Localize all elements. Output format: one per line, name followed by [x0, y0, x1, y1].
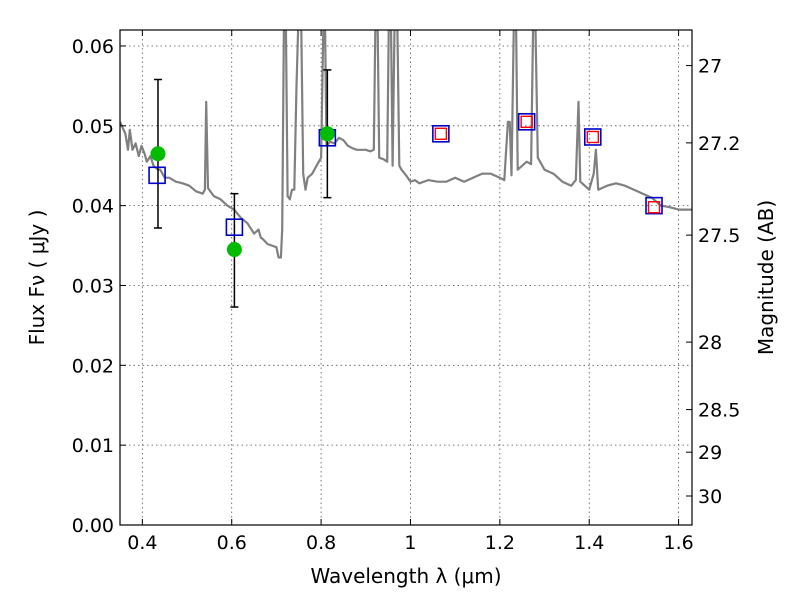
- model-square-4: [517, 113, 536, 131]
- spectrum-series: [120, 30, 692, 259]
- upper-limit-square-3: [647, 201, 661, 214]
- ticks: 0.4 0.6 0.8 1 1.2 1.4 1.6 0.00 0.01 0.02 0.03 0.04 0…: [72, 30, 740, 554]
- y-tick-label-0: 0.00: [72, 515, 114, 537]
- observed-point-1: [226, 242, 242, 258]
- plot-frame: [119, 29, 693, 526]
- y2-tick-label-2: 27.5: [698, 225, 740, 247]
- y2-tick-label-5: 29: [698, 442, 722, 464]
- y-tick-label-4: 0.04: [72, 196, 114, 218]
- x-tick-label-4: 1.2: [485, 532, 515, 554]
- markers: [148, 113, 663, 258]
- model-square-1: [225, 218, 244, 237]
- y2-tick-label-0: 27: [698, 56, 722, 78]
- spectrum-line: [120, 30, 692, 259]
- upper-limit-square-2: [586, 130, 599, 144]
- observed-point-0: [150, 146, 166, 162]
- x-axis-title: Wavelength λ (μm): [310, 564, 501, 588]
- y-tick-label-2: 0.02: [72, 355, 114, 377]
- grid-lines: [120, 30, 692, 526]
- y-tick-label-1: 0.01: [72, 435, 114, 457]
- x-tick-label-6: 1.6: [663, 532, 693, 554]
- y2-axis-title: Magnitude (AB): [754, 200, 778, 355]
- x-tick-label-0: 0.4: [127, 532, 157, 554]
- y2-tick-label-1: 27.2: [698, 133, 740, 155]
- model-square-0: [148, 166, 166, 185]
- y-axis-title: Flux Fν ( μJy ): [25, 210, 49, 346]
- y2-tick-label-6: 30: [698, 486, 722, 508]
- x-tick-label-3: 1: [404, 532, 416, 554]
- observed-point-2: [319, 126, 335, 142]
- upper-limit-square-0: [434, 127, 448, 140]
- y-tick-label-5: 0.05: [72, 116, 114, 138]
- x-tick-label-1: 0.6: [217, 532, 247, 554]
- model-square-6: [645, 196, 663, 215]
- y-tick-label-3: 0.03: [72, 275, 114, 297]
- upper-limit-square-1: [520, 115, 533, 129]
- y-tick-label-6: 0.06: [72, 36, 114, 58]
- y2-tick-label-3: 28: [698, 332, 722, 354]
- x-tick-label-5: 1.4: [574, 532, 604, 554]
- y2-tick-label-4: 28.5: [698, 400, 740, 422]
- x-tick-label-2: 0.8: [306, 532, 336, 554]
- model-square-5: [583, 128, 602, 146]
- model-square-3: [432, 124, 450, 143]
